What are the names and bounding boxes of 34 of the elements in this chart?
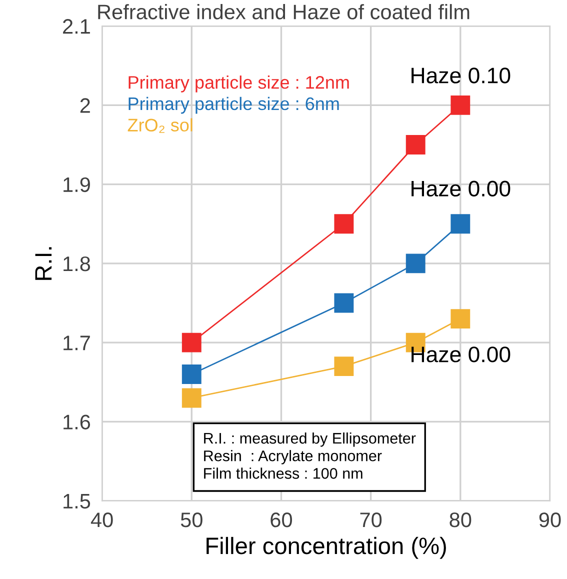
point <box>450 95 470 115</box>
point <box>182 364 202 384</box>
y-axis-title: R.I. <box>35 247 52 280</box>
point <box>334 214 354 234</box>
x-tick-label: 40 <box>90 512 113 528</box>
y-tick-label: 1.9 <box>64 177 90 192</box>
annotation: Haze 0.10 <box>412 68 510 84</box>
y-tick-label: 1.8 <box>64 256 90 272</box>
annotation: Haze 0.00 <box>412 346 510 362</box>
point <box>334 293 354 313</box>
x-tick-label: 90 <box>539 512 561 528</box>
y-tick-label: 1.7 <box>64 336 90 350</box>
chart-title: Refractive index and Haze of coated film <box>98 4 470 20</box>
point <box>182 332 202 352</box>
x-axis-title: Filler concentration (%) <box>206 536 446 559</box>
point <box>450 309 470 329</box>
point <box>182 388 202 408</box>
x-tick-label: 70 <box>360 512 382 528</box>
y-tick-label: 2 <box>80 98 90 113</box>
x-tick-label: 50 <box>180 512 202 528</box>
annotation: Haze 0.00 <box>412 180 510 197</box>
text: ZrO₂ sol <box>128 118 192 133</box>
text: Primary particle size : 12nm <box>128 76 349 92</box>
y-tick-label: 1.6 <box>64 414 90 430</box>
text: Primary particle size : 6nm <box>128 96 339 114</box>
x-tick-label: 60 <box>270 512 292 528</box>
point <box>334 356 354 376</box>
y-tick-label: 2.1 <box>63 19 90 34</box>
annotation: R.I. : measured by Ellipsometer Resin : Acrylate monomer Film thickness : 100 nm <box>204 432 416 479</box>
x-tick-label: 80 <box>450 512 472 528</box>
y-tick-label: 1.5 <box>64 494 90 509</box>
point <box>450 214 470 234</box>
point <box>406 135 426 154</box>
point <box>406 254 426 274</box>
